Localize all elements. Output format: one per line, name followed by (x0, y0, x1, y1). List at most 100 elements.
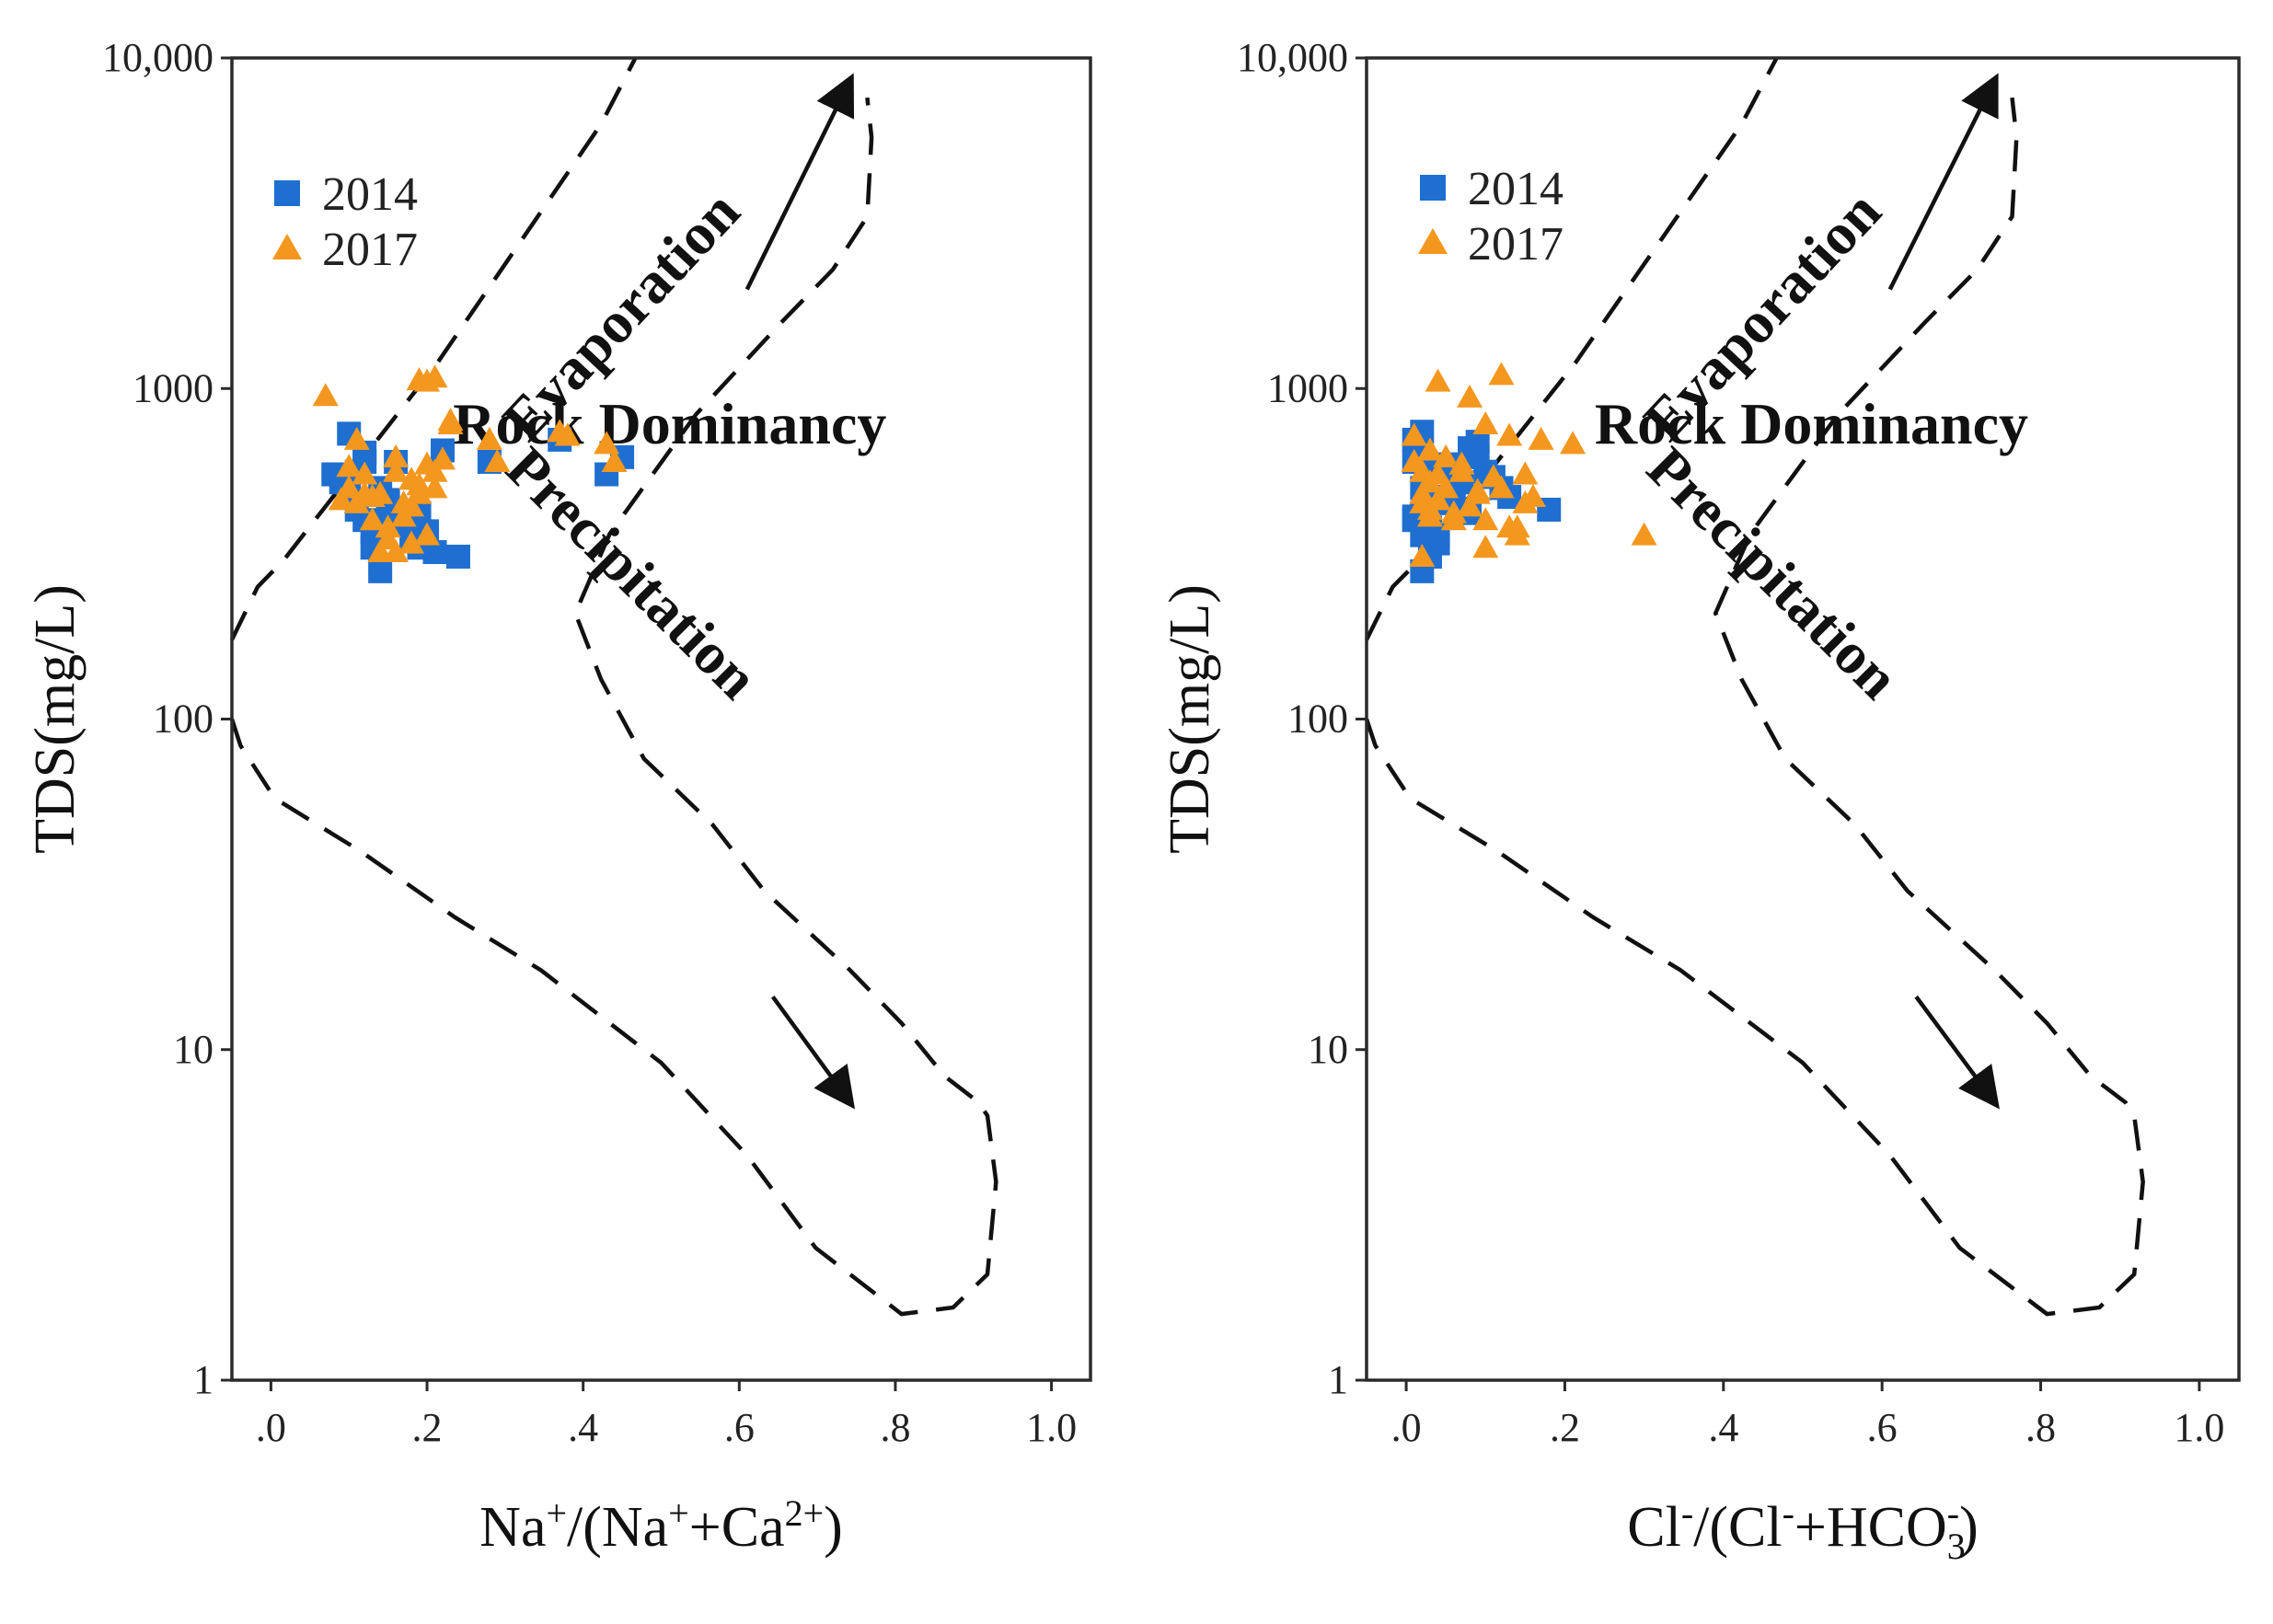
point-2017 (1440, 500, 1467, 524)
x-axis-title-part: +HCO (1794, 1496, 1947, 1559)
y-tick-label: 1000 (133, 365, 213, 410)
x-tick-label: .6 (1867, 1405, 1898, 1450)
point-2017 (1472, 535, 1499, 559)
point-2017 (336, 454, 363, 478)
point-2017 (1528, 426, 1554, 450)
x-axis-title-part: Cl (1627, 1496, 1681, 1559)
point-2017 (398, 493, 425, 517)
legend-label-2014: 2014 (322, 168, 418, 221)
boundary-lower (1364, 97, 2145, 1317)
y-tick-label: 10,000 (1237, 35, 1348, 80)
point-2017 (414, 522, 441, 546)
precipitation-arrow (770, 995, 856, 1110)
x-tick-label: .2 (412, 1405, 443, 1450)
point-2017 (383, 458, 410, 482)
point-2017 (1401, 422, 1427, 446)
point-2017 (1457, 493, 1483, 517)
point-2017 (554, 422, 581, 446)
annotation-precipitation: Precipitation (494, 434, 771, 711)
point-2017 (1448, 451, 1475, 475)
point-2014 (368, 559, 393, 583)
point-2017 (1457, 384, 1483, 408)
boundary-lower (229, 97, 998, 1317)
point-2017 (1488, 362, 1515, 386)
x-axis-title-part: /(Na (567, 1496, 668, 1559)
point-2017 (437, 408, 464, 432)
y-axis-title: TDS(mg/L) (24, 584, 87, 854)
x-tick-label: .4 (1708, 1405, 1738, 1450)
point-2017 (406, 472, 433, 496)
y-axis-title: TDS(mg/L) (1159, 584, 1221, 854)
boundary-upper (1364, 56, 1779, 641)
x-tick-label: .8 (880, 1405, 910, 1450)
x-tick-label: .2 (1550, 1405, 1580, 1450)
legend-label-2014: 2014 (1468, 163, 1563, 215)
point-2017 (343, 490, 370, 513)
point-2017 (1512, 490, 1539, 513)
x-tick-label: .0 (256, 1405, 286, 1450)
point-2017 (312, 383, 339, 407)
point-2017 (476, 426, 502, 450)
x-axis-title: Cl-/(Cl-+HCO3-) (1627, 1492, 1979, 1567)
precipitation-arrow (1914, 995, 2000, 1110)
panel-left: 1 10 100 1000 10,000 .0 .2 .4 .6 .8 1.0 TDS(mg/L) Na… (24, 35, 1092, 1559)
point-2017 (421, 364, 448, 388)
point-2017 (359, 484, 386, 508)
legend-label-2017: 2017 (322, 224, 418, 276)
x-axis-title-part: - (1681, 1492, 1693, 1534)
y-tick-label: 10 (173, 1027, 213, 1072)
point-2017 (375, 514, 401, 538)
legend-label-2017: 2017 (1468, 218, 1563, 271)
point-2017 (1416, 437, 1443, 461)
evaporation-arrow (1887, 73, 1999, 291)
y-tick-label: 10,000 (102, 35, 213, 80)
x-tick-label: .8 (2025, 1405, 2056, 1450)
x-axis-title-part: - (1783, 1492, 1794, 1534)
legend-swatch-2014 (1420, 175, 1446, 201)
point-2017 (1401, 448, 1427, 472)
point-2017 (601, 448, 628, 472)
y-tick-label: 1000 (1267, 365, 1348, 410)
y-tick-label: 100 (1287, 697, 1348, 742)
x-tick-label: .0 (1391, 1405, 1422, 1450)
point-2017 (1425, 461, 1451, 485)
point-2017 (421, 458, 448, 482)
x-axis-title-part: 2+ (785, 1492, 825, 1534)
point-2017 (1488, 475, 1515, 499)
x-tick-label: .4 (568, 1405, 598, 1450)
annotation-precipitation: Precipitation (1634, 434, 1911, 711)
point-2017 (352, 461, 378, 485)
x-axis-title-part: ) (1959, 1496, 1979, 1559)
point-2017 (1496, 422, 1523, 446)
point-2017 (484, 448, 511, 472)
x-tick-label: 1.0 (1026, 1405, 1077, 1450)
point-2017 (383, 539, 410, 563)
x-axis-title-part: + (668, 1492, 689, 1534)
point-2017 (430, 446, 456, 470)
point-2017 (343, 426, 370, 450)
x-tick-label: .6 (724, 1405, 755, 1450)
point-2017 (1464, 478, 1491, 501)
x-axis-title-part: /(Cl (1693, 1496, 1782, 1559)
legend-swatch-2014 (274, 180, 300, 206)
x-axis-title-part: ) (824, 1496, 843, 1559)
point-2017 (594, 431, 620, 455)
point-2017 (398, 530, 425, 554)
point-2017 (1425, 487, 1451, 511)
annotation-rock-dominancy: Rock Dominancy (1595, 391, 2028, 456)
x-axis-title-part: +Ca (689, 1496, 785, 1559)
x-axis-title-part: 3 (1947, 1526, 1966, 1567)
annotation-rock-dominancy: Rock Dominancy (453, 391, 886, 456)
point-2017 (1504, 514, 1530, 538)
legend-swatch-2017 (1418, 228, 1448, 254)
x-axis-title-part: Na (479, 1496, 546, 1559)
point-2017 (1425, 368, 1451, 392)
point-2017 (1416, 503, 1443, 527)
point-2014 (1410, 523, 1435, 547)
panel-right: 1 10 100 1000 10,000 .0 .2 .4 .6 .8 1.0 TDS(mg/L) Cl… (1159, 35, 2241, 1567)
x-axis-title: Na+/(Na++Ca2+) (479, 1492, 843, 1559)
y-tick-label: 100 (153, 697, 213, 742)
evaporation-arrow (744, 73, 855, 291)
